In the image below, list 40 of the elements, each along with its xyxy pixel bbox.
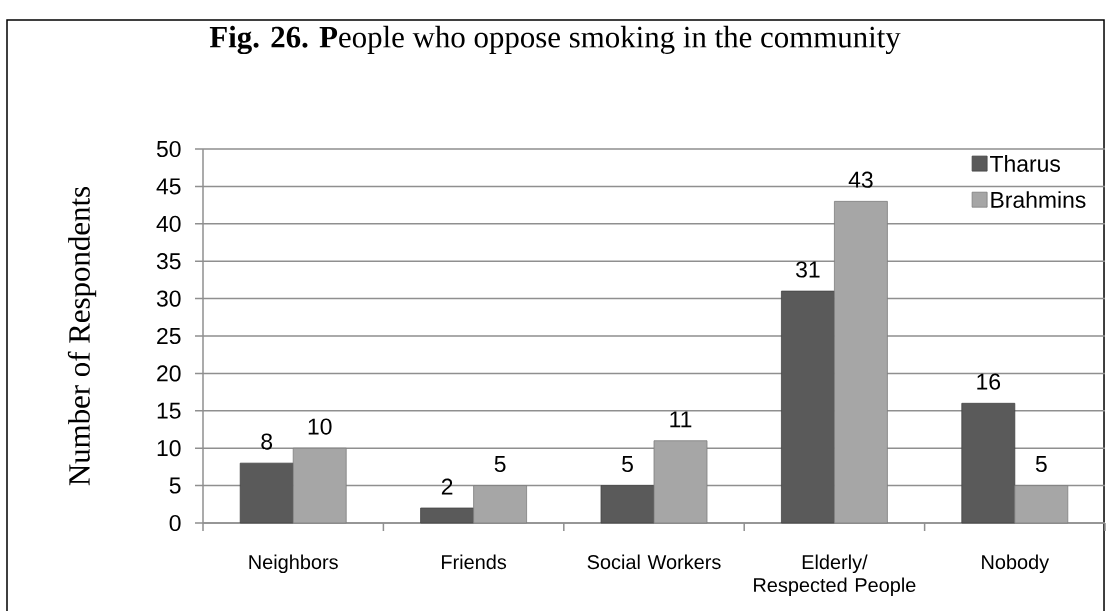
y-tick-label: 50 xyxy=(156,140,181,158)
bar xyxy=(961,402,1016,524)
data-label: 8 xyxy=(261,433,273,450)
y-axis-title: Number of Respondents xyxy=(67,187,97,486)
y-tick-label: 15 xyxy=(157,402,181,419)
bar xyxy=(1014,485,1069,524)
bar xyxy=(239,462,294,524)
chart-title: Fig. 26. People who oppose smoking in the community xyxy=(209,25,901,55)
data-label: 5 xyxy=(494,456,506,473)
bar xyxy=(653,440,708,524)
legend-label: Brahmins xyxy=(991,191,1086,208)
y-tick-label: 45 xyxy=(156,178,181,195)
x-tick-label: Elderly/ Respected People xyxy=(754,554,916,597)
y-tick-label: 10 xyxy=(157,440,181,457)
data-label: 11 xyxy=(670,411,692,428)
y-tick-label: 40 xyxy=(156,215,181,232)
x-tick-label: Friends xyxy=(442,554,507,570)
bar xyxy=(600,485,655,524)
data-label: 2 xyxy=(441,478,453,495)
data-label: 16 xyxy=(977,373,1001,390)
y-tick-label: 25 xyxy=(157,327,181,345)
y-tick-label: 35 xyxy=(156,253,181,270)
y-tick-label: 20 xyxy=(157,365,181,382)
data-label: 5 xyxy=(1035,456,1047,473)
x-tick-label: Social Workers xyxy=(587,554,721,570)
bar xyxy=(473,485,528,524)
y-tick-label: 30 xyxy=(156,290,181,307)
bar xyxy=(420,507,475,524)
y-tick-label: 0 xyxy=(169,514,181,532)
bar xyxy=(292,447,347,524)
x-tick-label: Neighbors xyxy=(249,554,338,574)
data-label: 43 xyxy=(848,171,873,188)
data-label: 5 xyxy=(622,456,633,473)
legend-label: Tharus xyxy=(990,155,1060,172)
x-tick-label: Nobody xyxy=(982,554,1050,574)
data-label: 31 xyxy=(796,261,820,278)
data-label: 10 xyxy=(308,418,332,435)
bar xyxy=(781,290,835,524)
bar xyxy=(834,200,888,524)
y-tick-label: 5 xyxy=(169,477,181,494)
